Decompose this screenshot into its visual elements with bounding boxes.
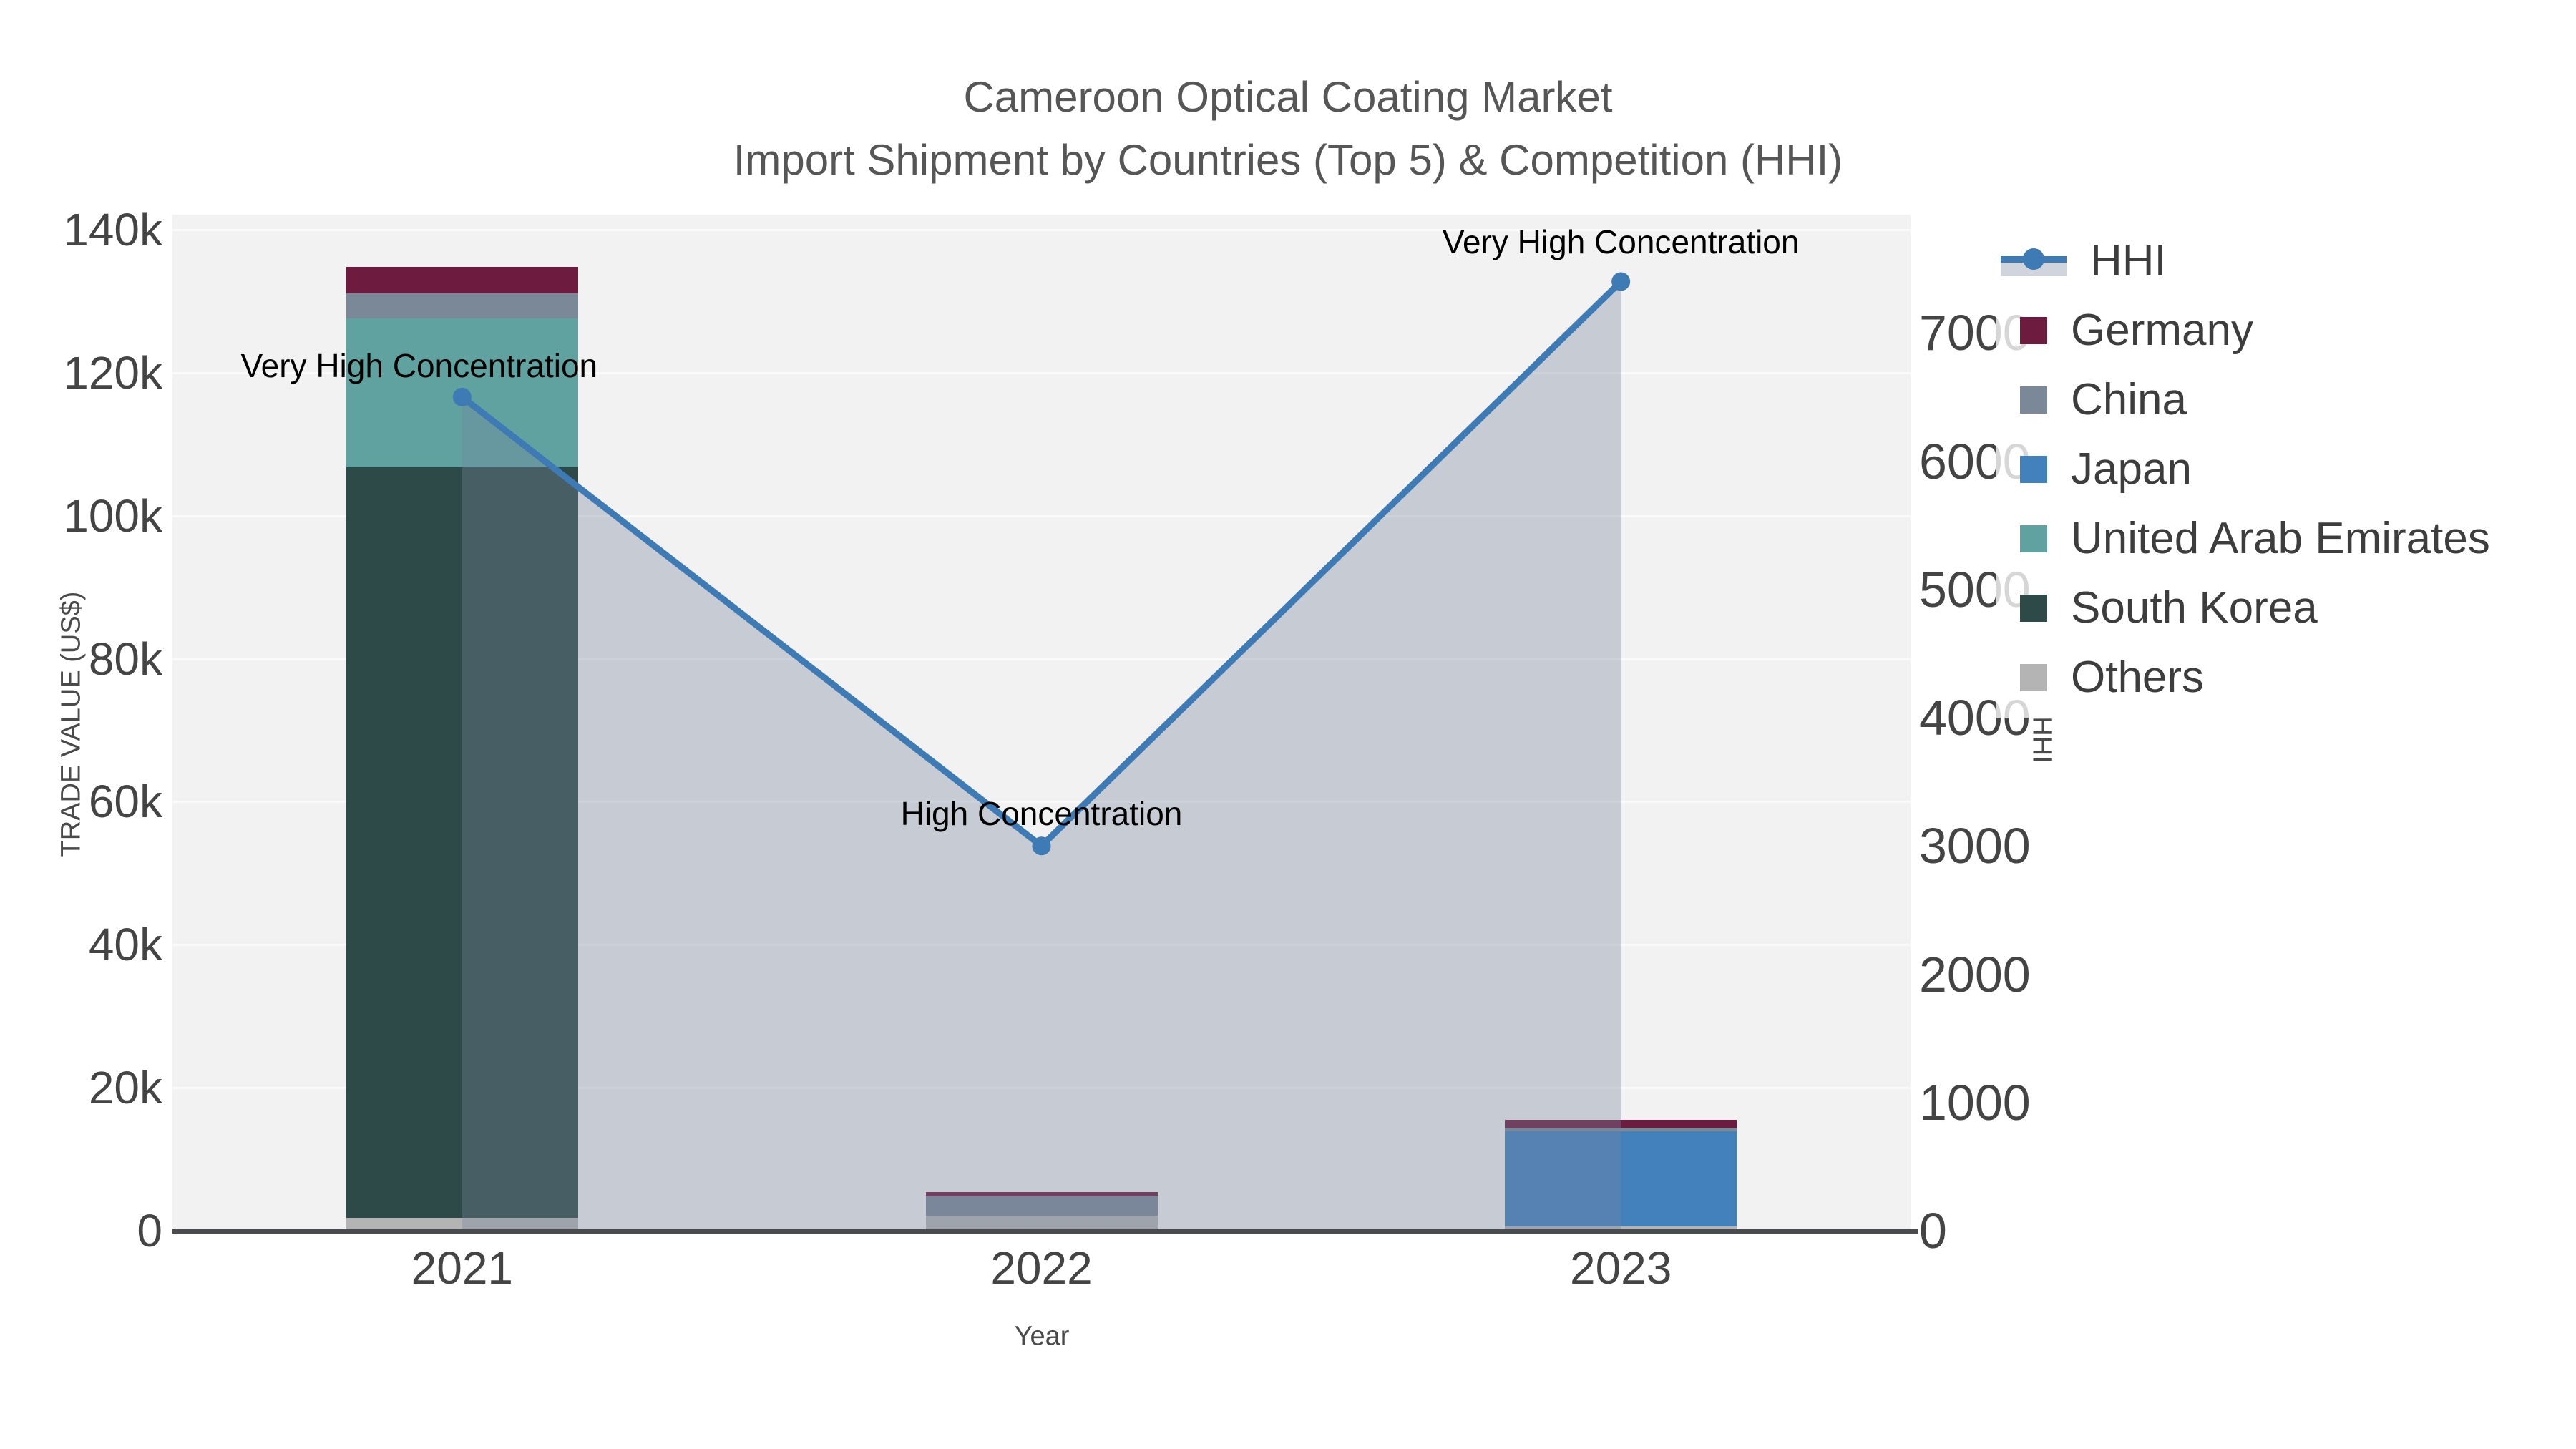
y-axis-tick-label: 100k	[63, 489, 162, 542]
gridline-y-40k	[172, 944, 1911, 947]
y-axis-tick-label: 20k	[88, 1062, 162, 1114]
hhi-legend-line-icon	[2001, 243, 2067, 279]
y-axis-tick-label: 40k	[88, 919, 162, 971]
hhi-area-fill	[462, 281, 1621, 1231]
legend-label-china: China	[2071, 375, 2187, 424]
y2-axis-title: HHI	[2026, 716, 2057, 763]
legend-item-united-arab-emirates[interactable]: United Arab Emirates	[2001, 504, 2490, 573]
y-axis-tick-label: 120k	[63, 346, 162, 399]
y2-axis-tick-label: 3000	[1919, 818, 2031, 874]
x-axis-line	[172, 1229, 1918, 1234]
gridline-y-20k	[172, 1087, 1911, 1090]
hhi-marker-2021	[452, 387, 472, 406]
gridline-y-120k	[172, 371, 1911, 374]
hhi-marker-2022	[1032, 836, 1051, 856]
y2-axis-tick-label: 0	[1919, 1203, 1947, 1259]
legend-swatch-japan	[2020, 455, 2047, 483]
gridline-y-80k	[172, 658, 1911, 660]
legend-swatch-united-arab-emirates	[2020, 525, 2047, 552]
bar-segment-china-2021	[346, 293, 578, 318]
legend: HHI Germany China Japan United Arab Emirates…	[1996, 226, 2540, 718]
gridline-y-100k	[172, 514, 1911, 517]
legend-item-south-korea[interactable]: South Korea	[2001, 573, 2490, 643]
bar-segment-germany-2021	[346, 266, 578, 293]
bar-segment-germany-2023	[1505, 1120, 1737, 1128]
bar-segment-others-2021	[346, 1218, 578, 1231]
legend-swatch-china	[2020, 386, 2047, 414]
legend-item-others[interactable]: Others	[2001, 643, 2490, 712]
legend-item-germany[interactable]: Germany	[2001, 296, 2490, 365]
legend-swatch-south-korea	[2020, 594, 2047, 622]
legend-label-south-korea: South Korea	[2071, 583, 2318, 633]
bar-segment-south-korea-2021	[346, 467, 578, 1218]
legend-label-japan: Japan	[2071, 444, 2192, 494]
legend-item-hhi[interactable]: HHI	[2001, 226, 2490, 296]
legend-swatch-germany	[2020, 316, 2047, 344]
bar-segment-others-2022	[925, 1216, 1158, 1231]
legend-label-hhi: HHI	[2090, 236, 2167, 286]
chart-title-line1: Cameroon Optical Coating Market	[963, 73, 1613, 121]
legend-label-united-arab-emirates: United Arab Emirates	[2071, 514, 2490, 563]
x-axis-title: Year	[1014, 1321, 1070, 1352]
bar-segment-china-2022	[925, 1196, 1158, 1216]
legend-label-others: Others	[2071, 653, 2205, 702]
hhi-marker-2023	[1611, 272, 1631, 291]
bar-segment-japan-2023	[1505, 1131, 1737, 1226]
y-axis-title: TRADE VALUE (US$)	[56, 591, 87, 857]
hhi-line-chart	[452, 272, 1631, 1231]
gridline-y-60k	[172, 801, 1911, 804]
legend-item-china[interactable]: China	[2001, 365, 2490, 434]
x-axis-tick-label-2021: 2021	[411, 1242, 514, 1294]
gridline-y-140k	[172, 229, 1911, 231]
x-axis-tick-label-2022: 2022	[990, 1242, 1093, 1294]
legend-label-germany: Germany	[2071, 306, 2253, 355]
hhi-marker-swatch	[2023, 248, 2044, 270]
legend-item-japan[interactable]: Japan	[2001, 434, 2490, 504]
y2-axis-tick-label: 1000	[1919, 1074, 2031, 1131]
annotation-very-high-concentration-2023: Very High Concentration	[1442, 223, 1800, 260]
legend-swatch-others	[2020, 663, 2047, 691]
bar-segment-others-2023	[1505, 1226, 1737, 1231]
bar-segment-germany-2022	[925, 1192, 1158, 1197]
y-axis-tick-label: 80k	[88, 633, 162, 685]
x-axis-tick-label-2023: 2023	[1569, 1242, 1672, 1294]
y-axis-tick-label: 60k	[88, 776, 162, 828]
y2-axis-tick-label: 2000	[1919, 946, 2031, 1002]
bar-segment-china-2023	[1505, 1128, 1737, 1132]
y-axis-tick-label: 0	[137, 1205, 162, 1257]
annotation-very-high-concentration-2021: Very High Concentration	[240, 346, 598, 384]
chart-title: Cameroon Optical Coating Market Import S…	[0, 66, 2576, 192]
y-axis-tick-label: 140k	[63, 204, 162, 255]
chart-title-line2: Import Shipment by Countries (Top 5) & C…	[733, 136, 1843, 184]
annotation-high-concentration-2022: High Concentration	[900, 795, 1183, 833]
